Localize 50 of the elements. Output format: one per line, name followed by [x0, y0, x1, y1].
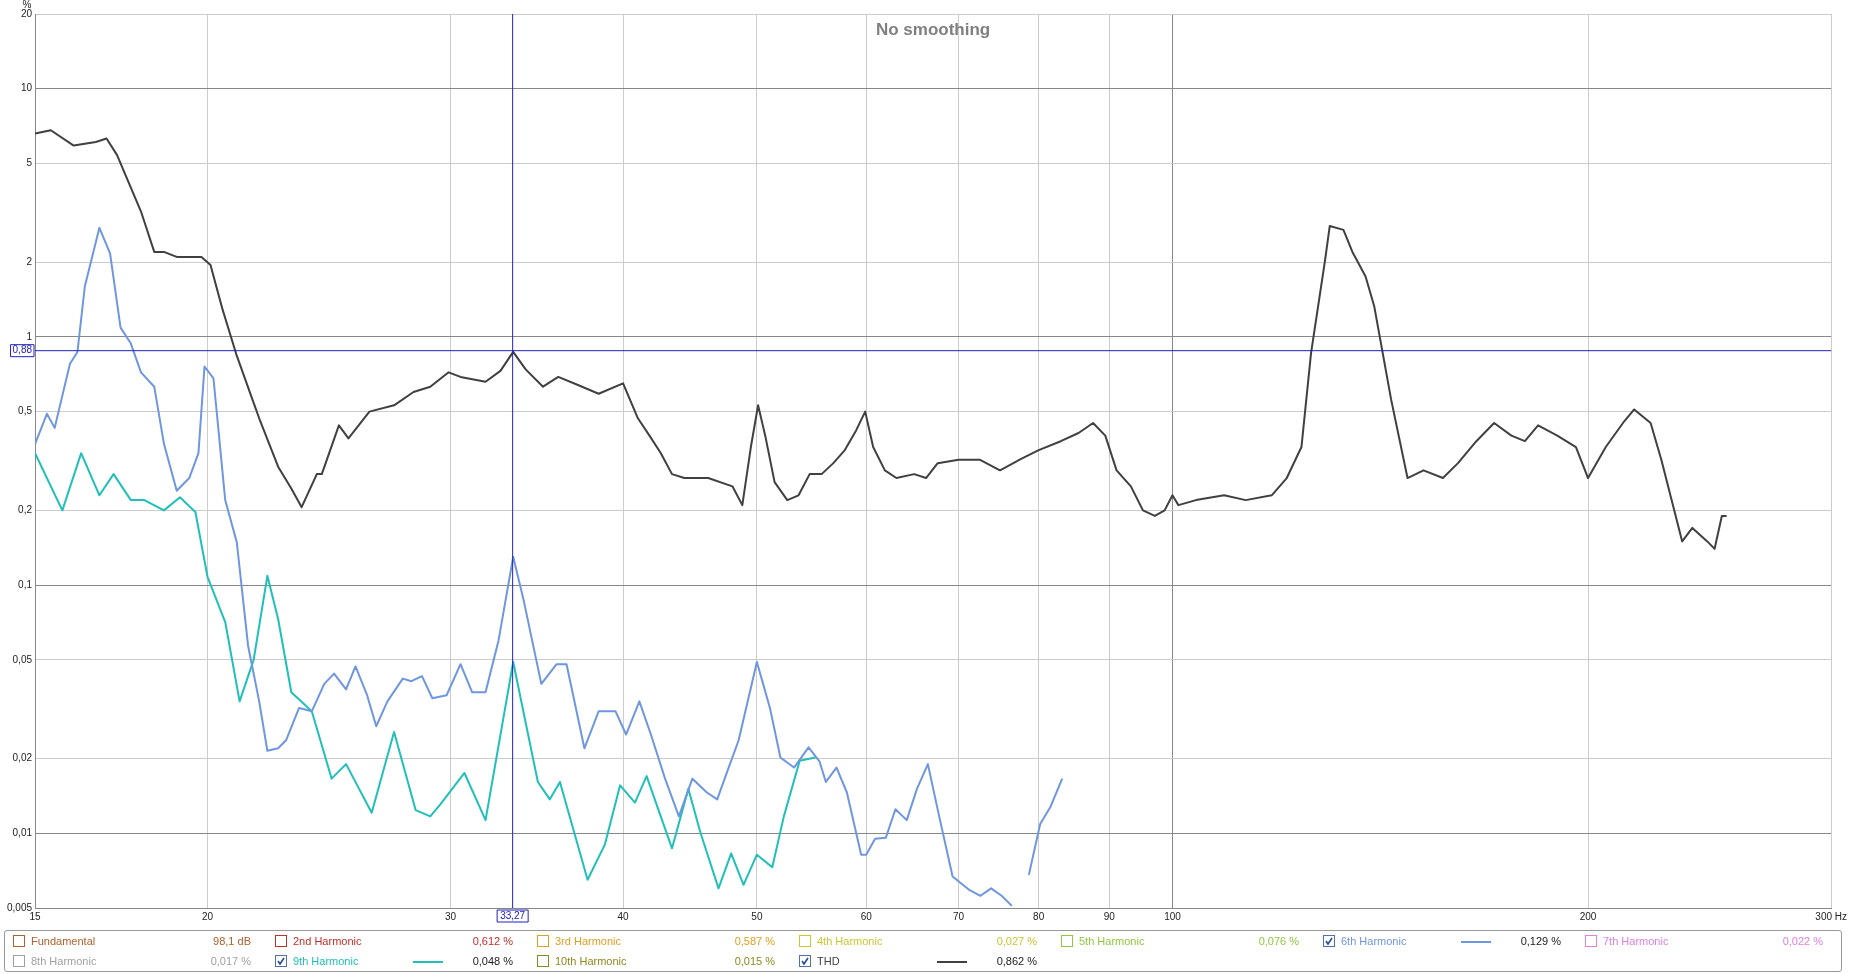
- legend-label: 8th Harmonic: [31, 955, 97, 967]
- y-tick-label: 10: [20, 82, 33, 94]
- x-tick-label: 20: [201, 910, 214, 922]
- x-tick-label: 50: [751, 910, 763, 922]
- text: 0,022 %: [1782, 935, 1823, 947]
- text: 0,076 %: [1258, 935, 1299, 947]
- text: 0,129 %: [1520, 935, 1561, 947]
- text: 0,048 %: [472, 955, 513, 967]
- text: 6th Harmonic: [1341, 935, 1407, 947]
- legend-label: 2nd Harmonic: [293, 935, 362, 947]
- text: 0,027 %: [996, 935, 1037, 947]
- y-tick-label: 0,2: [18, 504, 33, 516]
- legend-label: 5th Harmonic: [1079, 935, 1145, 947]
- legend-label: 10th Harmonic: [555, 955, 627, 967]
- y-tick-label: 2: [26, 255, 33, 267]
- ref-line-label: 33,27: [500, 909, 526, 921]
- chart-title: No smoothing: [875, 20, 991, 40]
- text: 0,612 %: [472, 935, 513, 947]
- legend-label: 3rd Harmonic: [555, 935, 622, 947]
- text: 0,015 %: [734, 955, 775, 967]
- text: 0,587 %: [734, 935, 775, 947]
- y-tick-label: 0,005: [6, 901, 33, 913]
- x-tick-label: 80: [1033, 910, 1045, 922]
- text: 9th Harmonic: [293, 955, 359, 967]
- legend-label: 4th Harmonic: [817, 935, 883, 947]
- y-tick-label: 20: [20, 7, 33, 19]
- x-tick-label: 30: [445, 910, 457, 922]
- y-tick-label: 0,01: [12, 827, 33, 839]
- y-tick-label: 0,02: [12, 752, 33, 764]
- text: THD: [817, 955, 840, 967]
- y-tick-label: 5: [26, 157, 33, 169]
- ref-line-label: 0,88: [12, 344, 33, 356]
- x-tick-label: 90: [1103, 910, 1116, 922]
- text: 98,1 dB: [213, 935, 251, 947]
- x-tick-label: 40: [617, 910, 630, 922]
- x-tick-label: 200: [1579, 910, 1597, 922]
- legend-label: 7th Harmonic: [1603, 935, 1669, 947]
- y-tick-label: 0,05: [12, 653, 33, 665]
- legend-label: Fundamental: [31, 935, 96, 947]
- x-tick-label: 70: [953, 910, 965, 922]
- y-tick-label: 0,5: [18, 405, 33, 417]
- text: 0,862 %: [996, 955, 1037, 967]
- x-tick-label: 100: [1164, 910, 1182, 922]
- y-tick-label: 1: [26, 330, 33, 342]
- y-axis-title: %: [22, 0, 32, 10]
- y-tick-label: 0,1: [18, 578, 33, 590]
- x-tick-label: 60: [860, 910, 873, 922]
- x-tick-label: 15: [29, 910, 42, 922]
- text: 0,017 %: [210, 955, 251, 967]
- x-tick-label: 300 Hz: [1815, 910, 1847, 922]
